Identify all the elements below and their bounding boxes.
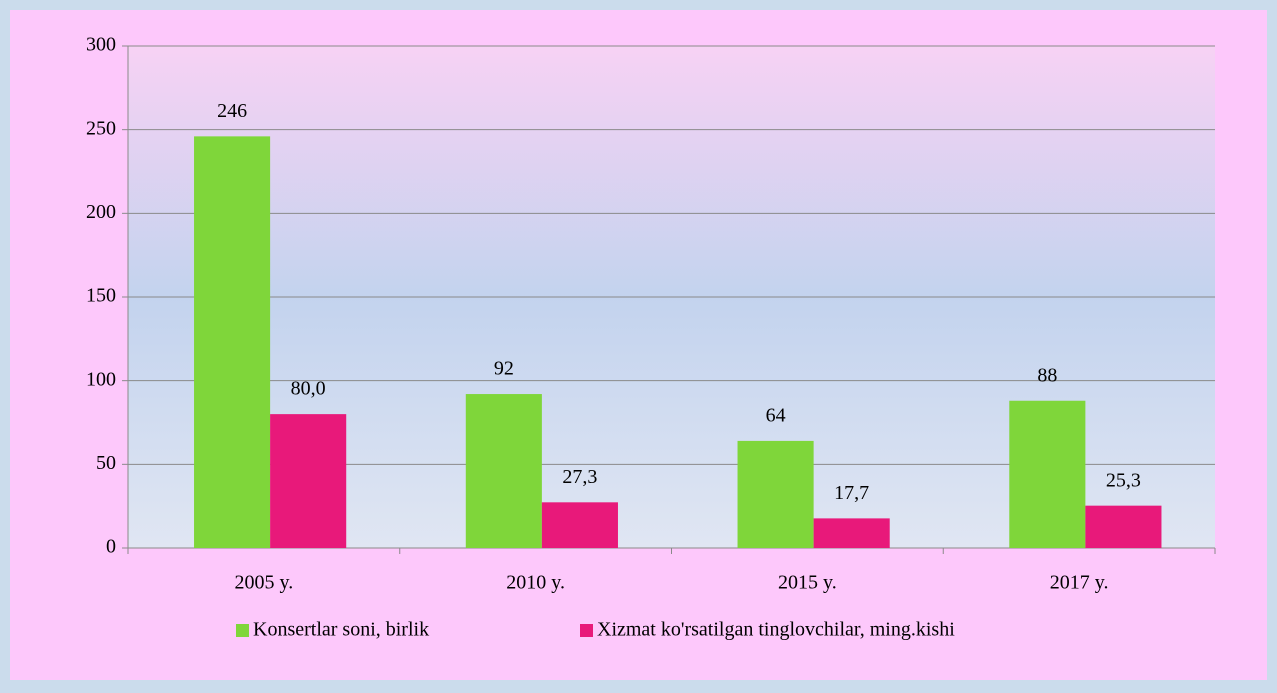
legend-label: Xizmat ko'rsatilgan tinglovchilar, ming.…: [597, 619, 955, 641]
data-label: 17,7: [834, 482, 869, 504]
data-label: 27,3: [562, 466, 597, 488]
y-tick-label: 300: [86, 34, 116, 56]
bar: [270, 414, 347, 548]
bar: [194, 136, 271, 549]
x-tick-label: 2015 y.: [778, 572, 837, 594]
data-label: 25,3: [1106, 469, 1141, 491]
bar: [1085, 505, 1162, 548]
y-tick-label: 250: [86, 117, 116, 139]
x-tick-label: 2005 y.: [235, 572, 294, 594]
y-tick-label: 200: [86, 201, 116, 223]
bar: [465, 394, 542, 548]
y-tick-label: 150: [86, 285, 116, 307]
bar: [813, 518, 890, 548]
y-tick-label: 50: [96, 452, 116, 474]
data-label: 92: [494, 358, 514, 380]
bar: [541, 502, 618, 548]
y-tick-label: 100: [86, 368, 116, 390]
bar: [1009, 400, 1086, 548]
legend-label: Konsertlar soni, birlik: [253, 619, 429, 641]
data-label: 80,0: [291, 378, 326, 400]
y-tick-label: 0: [106, 536, 116, 558]
data-label: 88: [1037, 364, 1057, 386]
x-tick-label: 2010 y.: [506, 572, 565, 594]
x-tick-label: 2017 y.: [1050, 572, 1109, 594]
data-label: 246: [217, 100, 247, 122]
legend-swatch: [236, 624, 249, 637]
bar: [737, 440, 814, 548]
data-label: 64: [766, 405, 786, 427]
legend-swatch: [580, 624, 593, 637]
